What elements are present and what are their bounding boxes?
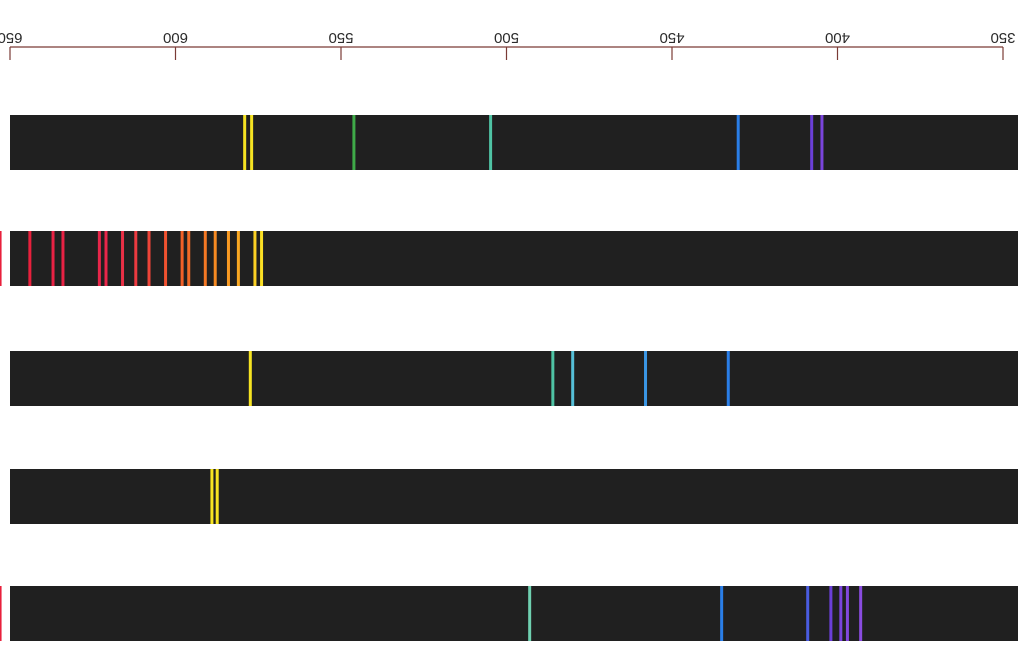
spectrum-band <box>10 115 1018 170</box>
spectrum-1 <box>10 115 1018 170</box>
emission-line <box>61 231 65 286</box>
tick-label: 400 <box>825 29 850 46</box>
emission-line <box>528 586 532 641</box>
tick-label: 350 <box>990 29 1015 46</box>
emission-line <box>736 115 740 170</box>
spectrum-band <box>10 231 1018 286</box>
tick-label: 450 <box>659 29 684 46</box>
spectrum-3 <box>10 351 1018 406</box>
emission-line <box>845 586 849 641</box>
emission-line <box>121 231 125 286</box>
emission-line <box>164 231 168 286</box>
tick-label: 600 <box>163 29 188 46</box>
emission-line <box>51 231 55 286</box>
emission-line <box>644 351 648 406</box>
spectrum-4 <box>10 469 1018 524</box>
emission-line <box>248 351 252 406</box>
spectrum-5 <box>0 586 1018 641</box>
emission-line <box>97 231 101 286</box>
emission-line <box>213 231 217 286</box>
emission-line <box>489 115 493 170</box>
spectrum-band <box>10 469 1018 524</box>
emission-line <box>236 231 240 286</box>
emission-line <box>253 231 257 286</box>
emission-line <box>551 351 555 406</box>
emission-line <box>571 351 575 406</box>
emission-line <box>210 469 214 524</box>
tick-label: 650 <box>0 29 23 46</box>
emission-line <box>187 231 191 286</box>
emission-line <box>226 231 230 286</box>
emission-line <box>203 231 207 286</box>
emission-line <box>839 586 843 641</box>
spectra-bands <box>0 115 1018 641</box>
spectrum-band <box>10 586 1018 641</box>
wavelength-axis: 650 600 550 500 450 400 350 <box>0 29 1016 60</box>
emission-line <box>0 586 2 641</box>
tick-label: 500 <box>494 29 519 46</box>
emission-line <box>806 586 810 641</box>
emission-line <box>726 351 730 406</box>
emission-line <box>147 231 151 286</box>
emission-line <box>829 586 833 641</box>
emission-line <box>134 231 138 286</box>
emission-line <box>859 586 863 641</box>
emission-line <box>0 231 2 286</box>
emission-line <box>720 586 724 641</box>
emission-line <box>180 231 184 286</box>
emission-line <box>260 231 264 286</box>
emission-line <box>28 231 32 286</box>
emission-line <box>104 231 108 286</box>
spectrum-2 <box>0 231 1018 286</box>
emission-line <box>352 115 356 170</box>
emission-line <box>810 115 814 170</box>
tick-label: 550 <box>328 29 353 46</box>
emission-line <box>250 115 254 170</box>
emission-line <box>243 115 247 170</box>
emission-line <box>215 469 219 524</box>
spectrum-band <box>10 351 1018 406</box>
emission-line <box>820 115 824 170</box>
